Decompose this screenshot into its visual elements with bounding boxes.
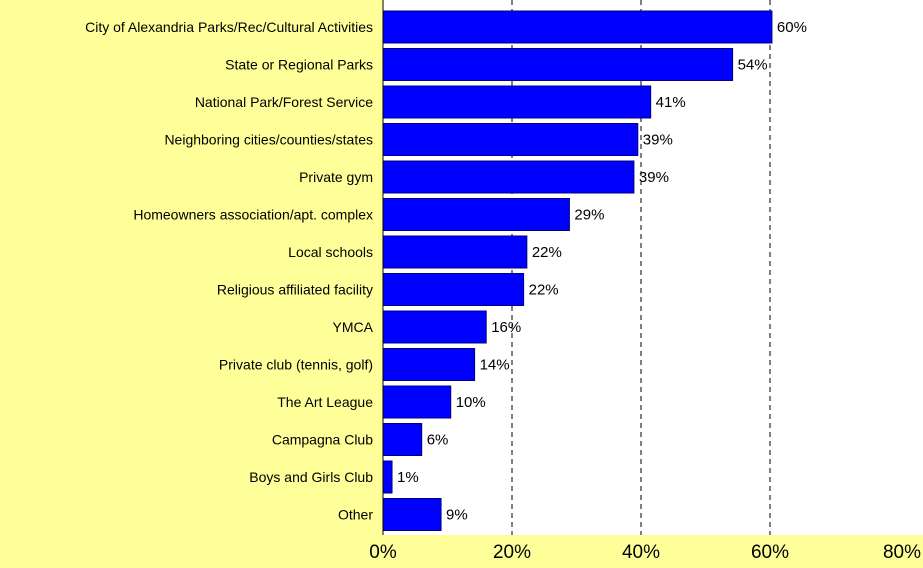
x-tick-label: 0% — [369, 542, 397, 563]
category-label: State or Regional Parks — [225, 57, 373, 73]
bar-13 — [382, 460, 393, 494]
bar-12 — [382, 423, 423, 456]
value-label: 60% — [777, 19, 807, 36]
value-label: 10% — [456, 394, 486, 411]
value-label: 1% — [397, 469, 419, 486]
category-label: Religious affiliated facility — [217, 282, 373, 298]
category-label: Private club (tennis, golf) — [219, 357, 373, 373]
x-tick-label: 20% — [493, 542, 531, 563]
category-label: YMCA — [333, 319, 374, 335]
x-tick-label: 40% — [622, 542, 660, 563]
category-label: Private gym — [299, 169, 373, 185]
value-label: 39% — [643, 132, 673, 149]
bar-11 — [382, 385, 452, 419]
category-labels: City of Alexandria Parks/Rec/Cultural Ac… — [85, 19, 374, 523]
category-label: Other — [338, 507, 373, 523]
category-label: Homeowners association/apt. complex — [133, 207, 373, 223]
category-label: National Park/Forest Service — [195, 94, 373, 110]
gridlines — [511, 0, 771, 535]
value-labels: 60% 54% 41% 39% 39% 29% 22% 22% 16% 14% 10% 6% 1% 9% — [397, 19, 807, 524]
category-label: City of Alexandria Parks/Rec/Cultural Ac… — [85, 19, 373, 35]
value-label: 14% — [480, 357, 510, 374]
x-tick-label: 80% — [883, 542, 921, 563]
bar-1 — [382, 10, 773, 44]
bar-14 — [382, 498, 442, 531]
bars — [382, 10, 773, 531]
category-label: Local schools — [288, 244, 373, 260]
bar-2 — [382, 48, 734, 81]
category-label: Neighboring cities/counties/states — [164, 132, 373, 148]
bar-9 — [382, 310, 487, 344]
x-axis-ticks: 0% 20% 40% 60% 80% — [369, 542, 921, 563]
value-label: 22% — [532, 244, 562, 261]
bar-7 — [382, 235, 528, 269]
bar-8 — [382, 273, 525, 306]
value-label: 6% — [427, 432, 449, 449]
bar-10 — [382, 348, 476, 381]
value-label: 29% — [574, 207, 604, 224]
bar-5 — [382, 160, 635, 194]
value-label: 39% — [639, 169, 669, 186]
category-label: Campagna Club — [272, 432, 373, 448]
bar-6 — [382, 198, 570, 231]
category-label: Boys and Girls Club — [249, 469, 373, 485]
value-label: 22% — [529, 282, 559, 299]
value-label: 54% — [738, 57, 768, 74]
x-tick-label: 60% — [751, 542, 789, 563]
bar-4 — [382, 123, 639, 156]
value-label: 41% — [656, 94, 686, 111]
value-label: 16% — [491, 319, 521, 336]
bar-3 — [382, 85, 652, 119]
category-label: The Art League — [277, 394, 373, 410]
value-label: 9% — [446, 507, 468, 524]
